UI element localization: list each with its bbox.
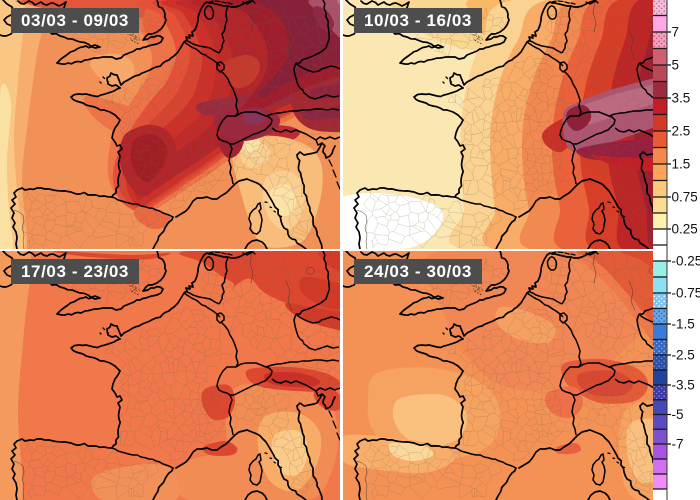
- svg-text:1.5: 1.5: [672, 157, 691, 172]
- svg-text:-1.5: -1.5: [672, 317, 695, 332]
- svg-text:2.5: 2.5: [672, 124, 691, 139]
- svg-text:-0.25: -0.25: [672, 254, 700, 269]
- svg-text:-3.5: -3.5: [672, 378, 695, 393]
- svg-text:-7: -7: [672, 437, 684, 452]
- svg-text:-0.75: -0.75: [672, 286, 700, 301]
- svg-text:-2.5: -2.5: [672, 348, 695, 363]
- svg-text:0.25: 0.25: [672, 222, 698, 237]
- svg-text:7: 7: [672, 25, 680, 40]
- svg-text:3.5: 3.5: [672, 91, 691, 106]
- svg-text:5: 5: [672, 58, 680, 73]
- svg-text:-5: -5: [672, 407, 684, 422]
- svg-text:0.75: 0.75: [672, 190, 698, 205]
